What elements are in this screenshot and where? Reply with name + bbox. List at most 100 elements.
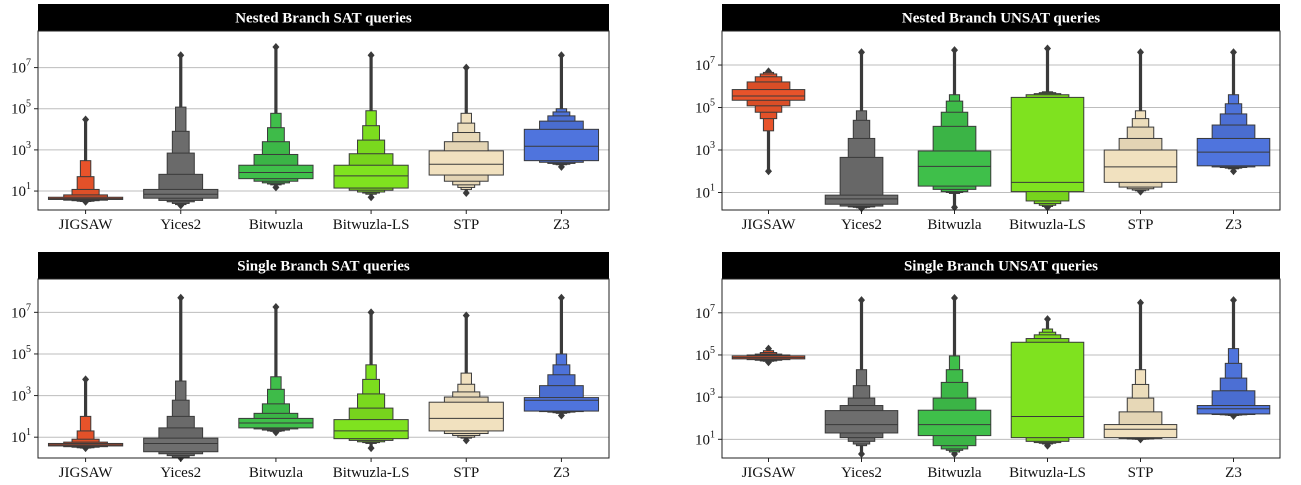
x-tick-label: Bitwuzla-LS — [1009, 465, 1086, 481]
plot-frame — [721, 278, 1281, 459]
box-jigsaw — [47, 375, 124, 453]
box-level-1 — [238, 164, 314, 180]
outlier-point-min — [951, 203, 958, 212]
outlier-point-max — [858, 296, 865, 305]
outlier-point-min — [367, 444, 375, 453]
x-tick-label: STP — [453, 217, 479, 233]
outlier-point-max — [177, 293, 185, 302]
box-yices2 — [143, 51, 219, 210]
plot-frame — [37, 278, 610, 459]
box-yices2 — [824, 48, 899, 213]
outlier-point-max — [367, 308, 375, 317]
box-level-1 — [1103, 424, 1178, 439]
y-tick-label: 105 — [695, 345, 715, 364]
outlier-point-min — [462, 189, 470, 198]
box-level-1 — [428, 150, 504, 176]
x-tick-label: JIGSAW — [59, 465, 114, 481]
x-tick-label: STP — [1128, 465, 1154, 481]
box-level-1 — [428, 401, 504, 432]
y-tick-label: 103 — [11, 140, 31, 159]
plot-frame — [37, 30, 610, 211]
outlier-point-max — [951, 294, 958, 303]
y-tick-label: 101 — [695, 429, 715, 448]
outlier-point-max — [272, 303, 280, 312]
x-tick-label: Yices2 — [841, 465, 882, 481]
x-tick-label: JIGSAW — [742, 465, 797, 481]
box-level-1 — [1010, 341, 1085, 439]
outlier-point-max — [1230, 296, 1237, 305]
box-level-1 — [917, 409, 992, 437]
x-tick-label: STP — [453, 465, 479, 481]
box-z3 — [1196, 296, 1271, 420]
box-jigsaw — [731, 67, 806, 176]
x-tick-label: Yices2 — [160, 217, 201, 233]
y-tick-label: 103 — [11, 386, 31, 405]
outlier-point-min — [367, 193, 375, 202]
outlier-point-min — [858, 450, 865, 459]
box-z3 — [523, 293, 600, 420]
outlier-point-min — [765, 167, 772, 176]
box-level-1 — [1103, 149, 1178, 183]
y-tick-label: 107 — [11, 302, 31, 321]
outlier-point-min — [272, 183, 280, 192]
panel-title: Single Branch SAT queries — [237, 259, 410, 275]
panel-3: Single Branch SAT queries 101 103 105 107 JIG… — [11, 252, 610, 481]
panel-1: Nested Branch SAT queries 101 103 105 107 JIG… — [11, 4, 610, 233]
box-bitwuzla-ls — [1010, 44, 1085, 212]
outlier-point-max — [177, 51, 185, 60]
outlier-point-max — [82, 115, 90, 124]
x-tick-label: Yices2 — [160, 465, 201, 481]
box-z3 — [1196, 48, 1271, 176]
box-level-1 — [1196, 405, 1271, 415]
y-tick-label: 105 — [695, 98, 715, 117]
x-tick-label: Bitwuzla — [249, 465, 303, 481]
box-level-1 — [1010, 96, 1085, 193]
box-z3 — [523, 51, 600, 171]
x-tick-label: JIGSAW — [742, 217, 797, 233]
x-tick-label: STP — [1128, 217, 1154, 233]
outlier-point-max — [1230, 48, 1237, 57]
box-level-1 — [523, 128, 600, 162]
y-tick-label: 101 — [11, 181, 31, 200]
x-tick-label: Bitwuzla-LS — [333, 465, 410, 481]
outlier-point-max — [82, 375, 90, 384]
panel-title-bar — [38, 4, 609, 31]
y-tick-label: 105 — [11, 99, 31, 118]
box-stp — [428, 63, 504, 198]
x-tick-label: JIGSAW — [59, 217, 114, 233]
x-tick-label: Yices2 — [841, 217, 882, 233]
plot-frame — [721, 30, 1281, 211]
outlier-point-max — [557, 51, 565, 60]
outlier-point-max — [462, 311, 470, 320]
x-tick-label: Bitwuzla-LS — [1009, 217, 1086, 233]
outlier-point-max — [951, 46, 958, 55]
x-tick-label: Bitwuzla — [927, 217, 981, 233]
box-bitwuzla — [917, 46, 992, 212]
box-bitwuzla — [238, 43, 314, 192]
panel-title-bar — [722, 252, 1280, 279]
box-level-1 — [917, 150, 992, 187]
box-stp — [1103, 48, 1178, 196]
x-tick-label: Z3 — [553, 217, 570, 233]
box-level-1 — [824, 194, 899, 205]
y-tick-label: 103 — [695, 387, 715, 406]
box-jigsaw — [731, 344, 806, 367]
outlier-point-max — [557, 293, 565, 302]
outlier-point-max — [1137, 48, 1144, 57]
panel-title: Nested Branch SAT queries — [235, 11, 412, 27]
x-tick-label: Bitwuzla — [927, 465, 981, 481]
panel-2: Nested Branch UNSAT queries 101 103 105 107 J… — [695, 4, 1281, 233]
box-bitwuzla-ls — [333, 308, 409, 453]
box-level-1 — [333, 419, 409, 440]
outlier-point-max — [272, 43, 280, 52]
box-bitwuzla-ls — [1010, 315, 1085, 450]
x-tick-label: Bitwuzla — [249, 217, 303, 233]
box-level-1 — [143, 437, 219, 453]
panel-title-bar — [38, 252, 609, 279]
outlier-point-max — [462, 63, 470, 72]
box-yices2 — [143, 293, 219, 462]
box-bitwuzla — [238, 303, 314, 437]
y-tick-label: 101 — [695, 182, 715, 201]
y-tick-label: 105 — [11, 344, 31, 363]
